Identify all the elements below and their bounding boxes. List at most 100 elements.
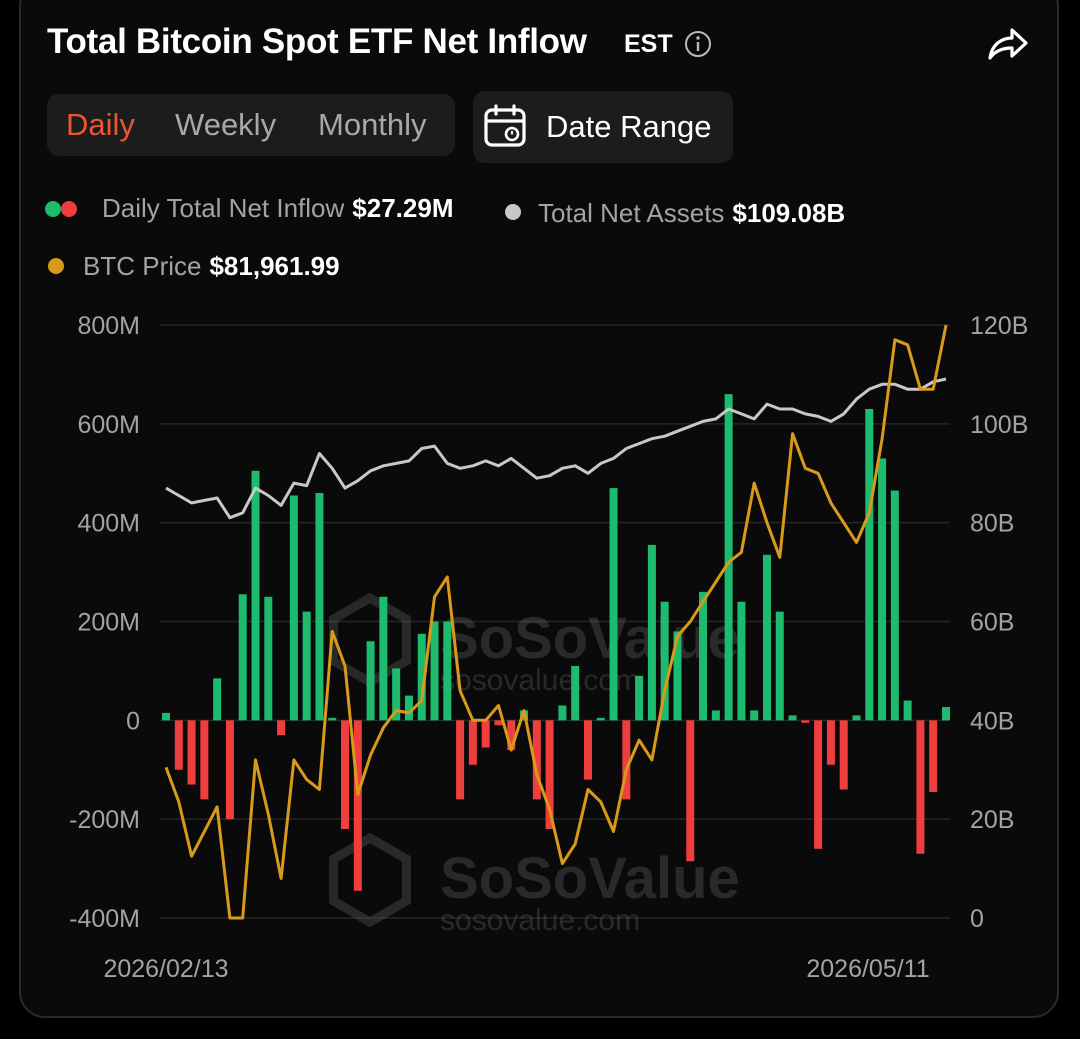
share-icon[interactable] xyxy=(984,24,1030,64)
inflow-bar xyxy=(852,715,861,721)
y-right-tick-label: 80B xyxy=(970,510,1014,538)
inflow-bar xyxy=(494,720,503,726)
inflow-bar xyxy=(724,394,733,721)
y-right-tick-label: 0 xyxy=(970,905,984,933)
watermark-brand: SoSoValue xyxy=(440,606,740,671)
inflow-bar xyxy=(647,544,656,721)
total-net-assets-line xyxy=(165,377,947,520)
inflow-bar xyxy=(162,712,170,721)
inflow-bar xyxy=(353,720,362,891)
legend-inflow-red-dot xyxy=(61,201,77,217)
inflow-bar xyxy=(609,488,618,721)
legend-price-label: BTC Price xyxy=(83,251,202,281)
inflow-bar xyxy=(762,554,771,721)
y-right-tick-label: 60B xyxy=(970,609,1014,637)
inflow-bar xyxy=(890,490,899,721)
date-range-button[interactable]: Date Range xyxy=(473,91,733,163)
inflow-bar xyxy=(558,705,567,721)
x-tick-label-start: 2026/02/13 xyxy=(103,955,228,983)
inflow-bar xyxy=(737,601,746,721)
inflow-bar xyxy=(507,720,516,750)
inflow-bar xyxy=(801,720,810,723)
inflow-bar xyxy=(302,611,311,721)
inflow-bar xyxy=(571,665,580,721)
x-tick-label-end: 2026/05/11 xyxy=(806,955,929,983)
inflow-bar xyxy=(328,717,337,721)
inflow-bar xyxy=(456,720,465,800)
inflow-bar xyxy=(289,495,298,721)
inflow-bar xyxy=(826,720,835,765)
legend-assets: Total Net Assets $109.08B xyxy=(538,198,845,229)
inflow-bar xyxy=(635,675,644,721)
inflow-bar xyxy=(942,706,950,721)
inflow-bar xyxy=(392,668,401,721)
tab-weekly[interactable]: Weekly xyxy=(175,107,277,142)
legend-assets-value: $109.08B xyxy=(732,198,846,228)
inflow-bar xyxy=(545,720,554,830)
y-right-tick-label: 40B xyxy=(970,707,1014,735)
timezone-label[interactable]: EST xyxy=(624,30,673,58)
y-left-tick-label: 800M xyxy=(77,312,140,340)
legend-price: BTC Price $81,961.99 xyxy=(83,251,340,282)
y-left-tick-label: -400M xyxy=(69,905,140,933)
inflow-bar xyxy=(187,720,196,785)
inflow-bar xyxy=(699,591,708,721)
y-left-tick-label: 400M xyxy=(77,510,140,538)
y-right-tick-label: 100B xyxy=(970,411,1028,439)
y-right-tick-label: 120B xyxy=(970,312,1028,340)
legend-price-value: $81,961.99 xyxy=(209,251,340,281)
inflow-bar xyxy=(366,641,375,721)
btc-price-line xyxy=(164,324,948,920)
inflow-bar xyxy=(878,458,887,721)
inflow-bar xyxy=(443,621,452,721)
inflow-bar xyxy=(929,720,938,792)
inflow-bar xyxy=(315,493,324,721)
inflow-bar xyxy=(200,720,209,800)
period-toggle: Daily Weekly Monthly xyxy=(47,94,455,156)
calendar-icon xyxy=(484,104,526,147)
inflow-bar xyxy=(622,720,631,800)
tab-monthly[interactable]: Monthly xyxy=(318,107,427,142)
inflow-bar xyxy=(596,717,605,721)
watermark-logo-icon xyxy=(329,832,411,928)
inflow-bar xyxy=(660,601,669,721)
inflow-bar xyxy=(277,720,286,736)
page-title: Total Bitcoin Spot ETF Net Inflow xyxy=(47,22,587,61)
y-right-tick-label: 20B xyxy=(970,806,1014,834)
tab-daily[interactable]: Daily xyxy=(66,107,135,142)
legend-assets-label: Total Net Assets xyxy=(538,198,725,228)
legend-assets-dot xyxy=(505,204,521,220)
inflow-bar xyxy=(750,710,759,721)
inflow-bar xyxy=(903,700,912,721)
legend-price-dot xyxy=(48,258,64,274)
inflow-bar xyxy=(417,633,426,721)
inflow-bar xyxy=(673,631,682,721)
inflow-bar xyxy=(341,720,350,830)
inflow-bar xyxy=(532,720,541,800)
legend-inflow-value: $27.29M xyxy=(352,193,454,223)
date-range-label: Date Range xyxy=(546,109,712,144)
inflow-bar xyxy=(481,720,490,748)
inflow-bar xyxy=(213,678,222,721)
inflow-bar xyxy=(430,621,439,721)
inflow-bar xyxy=(865,409,874,721)
inflow-bar xyxy=(251,470,260,721)
watermark-brand: SoSoValue xyxy=(440,846,740,911)
inflow-bar xyxy=(404,695,413,721)
legend-inflow-green-dot xyxy=(45,201,61,217)
y-left-tick-label: 0 xyxy=(126,707,140,735)
info-icon[interactable] xyxy=(684,30,712,58)
inflow-bar xyxy=(814,720,823,849)
inflow-bar xyxy=(839,720,848,790)
legend-inflow-label: Daily Total Net Inflow xyxy=(102,193,345,223)
inflow-bar xyxy=(583,720,592,780)
inflow-bar xyxy=(238,594,247,721)
y-left-tick-label: 600M xyxy=(77,411,140,439)
inflow-bar xyxy=(686,720,695,862)
legend-inflow: Daily Total Net Inflow $27.29M xyxy=(102,193,453,224)
inflow-bar xyxy=(775,611,784,721)
inflow-bar xyxy=(711,710,720,721)
